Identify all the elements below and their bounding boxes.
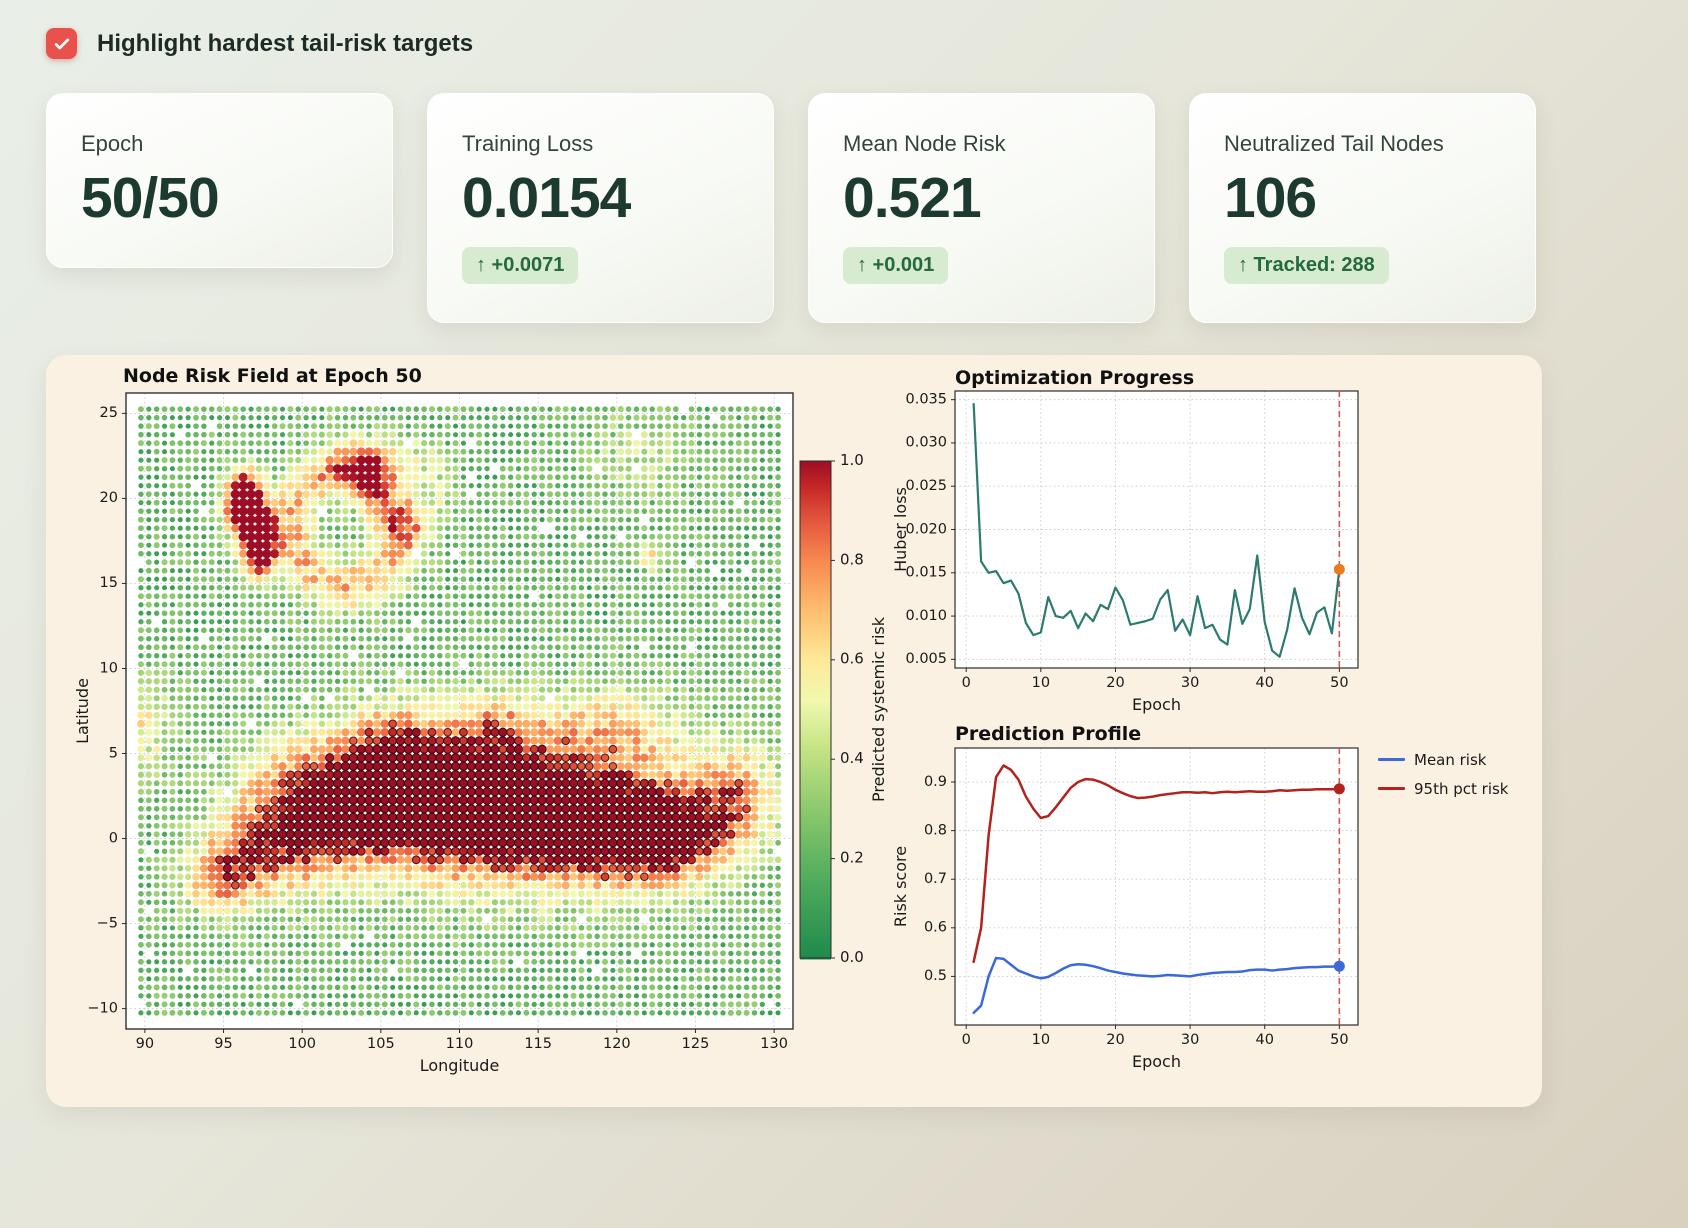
prediction-profile-chart (894, 739, 1374, 1080)
stat-cards: Epoch 50/50 Training Loss 0.0154 ↑ +0.00… (46, 93, 1642, 323)
trend-badge: ↑ +0.001 (843, 246, 949, 284)
risk-field-title: Node Risk Field at Epoch 50 (123, 364, 422, 387)
mean-risk-line-swatch (1378, 758, 1405, 762)
stat-label: Neutralized Tail Nodes (1224, 131, 1444, 156)
risk-field-chart (76, 382, 891, 1093)
prediction-profile-title: Prediction Profile (955, 722, 1142, 745)
legend-label-mean-risk: Mean risk (1414, 750, 1487, 769)
optimization-progress-chart (894, 382, 1374, 723)
stat-card-mean-node-risk: Mean Node Risk 0.521 ↑ +0.001 (808, 93, 1155, 323)
trend-badge: ↑ +0.0071 (462, 246, 579, 284)
stat-card-training-loss: Training Loss 0.0154 ↑ +0.0071 (427, 93, 774, 323)
trend-badge: ↑ Tracked: 288 (1224, 246, 1389, 284)
dashboard-root: Highlight hardest tail-risk targets Epoc… (46, 28, 1642, 1107)
p95-risk-line-swatch (1378, 787, 1405, 791)
stat-value: 0.0154 (462, 166, 631, 230)
legend-item-mean-risk: Mean risk (1378, 751, 1509, 769)
stat-card-epoch: Epoch 50/50 (46, 93, 393, 268)
stat-card-neutralized-tail-nodes: Neutralized Tail Nodes 106 ↑ Tracked: 28… (1189, 93, 1536, 323)
highlight-toggle[interactable]: Highlight hardest tail-risk targets (46, 28, 1642, 59)
prediction-legend: Mean risk 95th pct risk (1378, 751, 1509, 798)
legend-item-95th-pct-risk: 95th pct risk (1378, 780, 1509, 798)
stat-label: Training Loss (462, 131, 594, 156)
legend-label-95th-pct-risk: 95th pct risk (1414, 779, 1509, 798)
stat-value: 106 (1224, 166, 1317, 230)
stat-label: Mean Node Risk (843, 131, 1006, 156)
charts-panel: Node Risk Field at Epoch 50 Optimization… (46, 354, 1542, 1107)
check-icon (54, 37, 69, 49)
stat-value: 50/50 (81, 166, 220, 230)
stat-value: 0.521 (843, 166, 982, 230)
stat-label: Epoch (81, 131, 144, 156)
highlight-checkbox-label: Highlight hardest tail-risk targets (97, 29, 474, 57)
highlight-checkbox[interactable] (46, 28, 77, 59)
